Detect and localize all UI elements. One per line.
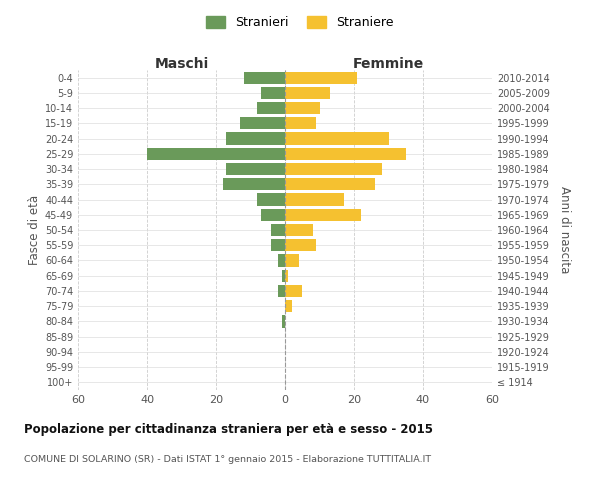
Bar: [226, 132, 285, 144]
Text: Popolazione per cittadinanza straniera per età e sesso - 2015: Popolazione per cittadinanza straniera p…: [24, 422, 433, 436]
Bar: [285, 87, 330, 99]
Bar: [278, 254, 285, 266]
Y-axis label: Fasce di età: Fasce di età: [28, 195, 41, 265]
Y-axis label: Anni di nascita: Anni di nascita: [558, 186, 571, 274]
Text: Maschi: Maschi: [154, 57, 209, 71]
Bar: [285, 163, 382, 175]
Bar: [285, 132, 389, 144]
Text: COMUNE DI SOLARINO (SR) - Dati ISTAT 1° gennaio 2015 - Elaborazione TUTTITALIA.I: COMUNE DI SOLARINO (SR) - Dati ISTAT 1° …: [24, 455, 431, 464]
Bar: [285, 194, 344, 205]
Bar: [285, 270, 289, 282]
Bar: [285, 224, 313, 236]
Bar: [278, 285, 285, 297]
Legend: Stranieri, Straniere: Stranieri, Straniere: [202, 11, 398, 34]
Bar: [285, 300, 292, 312]
Bar: [271, 224, 285, 236]
Bar: [240, 117, 285, 130]
Bar: [147, 148, 285, 160]
Bar: [285, 117, 316, 130]
Bar: [285, 178, 374, 190]
Bar: [285, 72, 358, 84]
Bar: [281, 270, 285, 282]
Bar: [285, 102, 320, 114]
Bar: [257, 102, 285, 114]
Bar: [261, 208, 285, 221]
Bar: [281, 316, 285, 328]
Bar: [244, 72, 285, 84]
Bar: [285, 148, 406, 160]
Bar: [257, 194, 285, 205]
Bar: [285, 285, 302, 297]
Text: Femmine: Femmine: [353, 57, 424, 71]
Bar: [285, 239, 316, 252]
Bar: [261, 87, 285, 99]
Bar: [285, 208, 361, 221]
Bar: [226, 163, 285, 175]
Bar: [271, 239, 285, 252]
Bar: [285, 254, 299, 266]
Bar: [223, 178, 285, 190]
